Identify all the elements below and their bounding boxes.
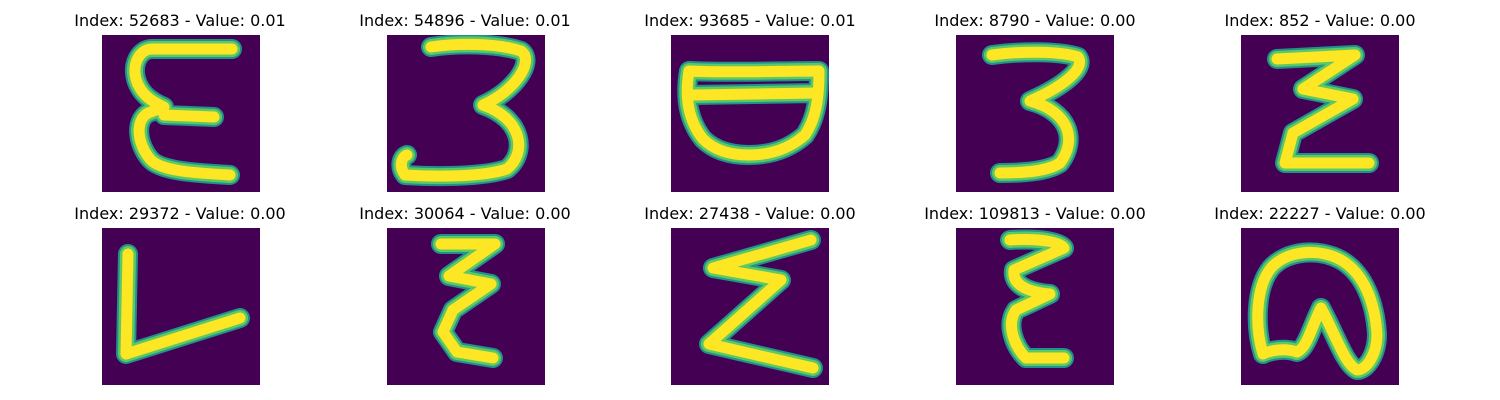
digit-image — [102, 228, 260, 385]
digit-image — [671, 228, 829, 385]
digit-image-svg — [387, 35, 545, 192]
digit-image-svg — [956, 228, 1114, 385]
digit-image — [956, 228, 1114, 385]
panel-title: Index: 8790 - Value: 0.00 — [934, 11, 1136, 30]
digit-image-svg — [102, 35, 260, 192]
digit-image-svg — [387, 228, 545, 385]
panel-title: Index: 29372 - Value: 0.00 — [74, 204, 286, 223]
digit-image — [1241, 35, 1399, 192]
panel-title: Index: 27438 - Value: 0.00 — [644, 204, 856, 223]
glyph-stroke-core — [129, 43, 238, 181]
panel-title: Index: 852 - Value: 0.00 — [1224, 11, 1416, 30]
glyph-stroke-core — [703, 234, 819, 374]
glyph-stroke-core — [395, 38, 531, 182]
digit-image — [671, 35, 829, 192]
glyph-stroke-core — [1271, 49, 1375, 169]
digit-image-svg — [956, 35, 1114, 192]
digit-image-svg — [102, 228, 260, 385]
digit-image — [956, 35, 1114, 192]
panel-title: Index: 109813 - Value: 0.00 — [924, 204, 1146, 223]
digit-image — [102, 35, 260, 192]
panel-title: Index: 54896 - Value: 0.01 — [359, 11, 571, 30]
digit-image-svg — [671, 228, 829, 385]
glyph-stroke-core — [120, 248, 246, 360]
glyph-stroke-core — [1004, 234, 1070, 364]
digit-image — [387, 35, 545, 192]
panel-title: Index: 30064 - Value: 0.00 — [359, 204, 571, 223]
glyph-stroke-core — [681, 65, 825, 161]
digit-image-svg — [1241, 35, 1399, 192]
glyph-stroke-core — [986, 46, 1085, 179]
digit-image-svg — [1241, 228, 1399, 385]
glyph-stroke-core — [435, 238, 501, 364]
panel-title: Index: 22227 - Value: 0.00 — [1214, 204, 1426, 223]
digit-image-svg — [671, 35, 829, 192]
panel-title: Index: 52683 - Value: 0.01 — [74, 11, 286, 30]
digit-image — [1241, 228, 1399, 385]
glyph-stroke-core — [1252, 246, 1383, 376]
panel-title: Index: 93685 - Value: 0.01 — [644, 11, 856, 30]
digit-image — [387, 228, 545, 385]
